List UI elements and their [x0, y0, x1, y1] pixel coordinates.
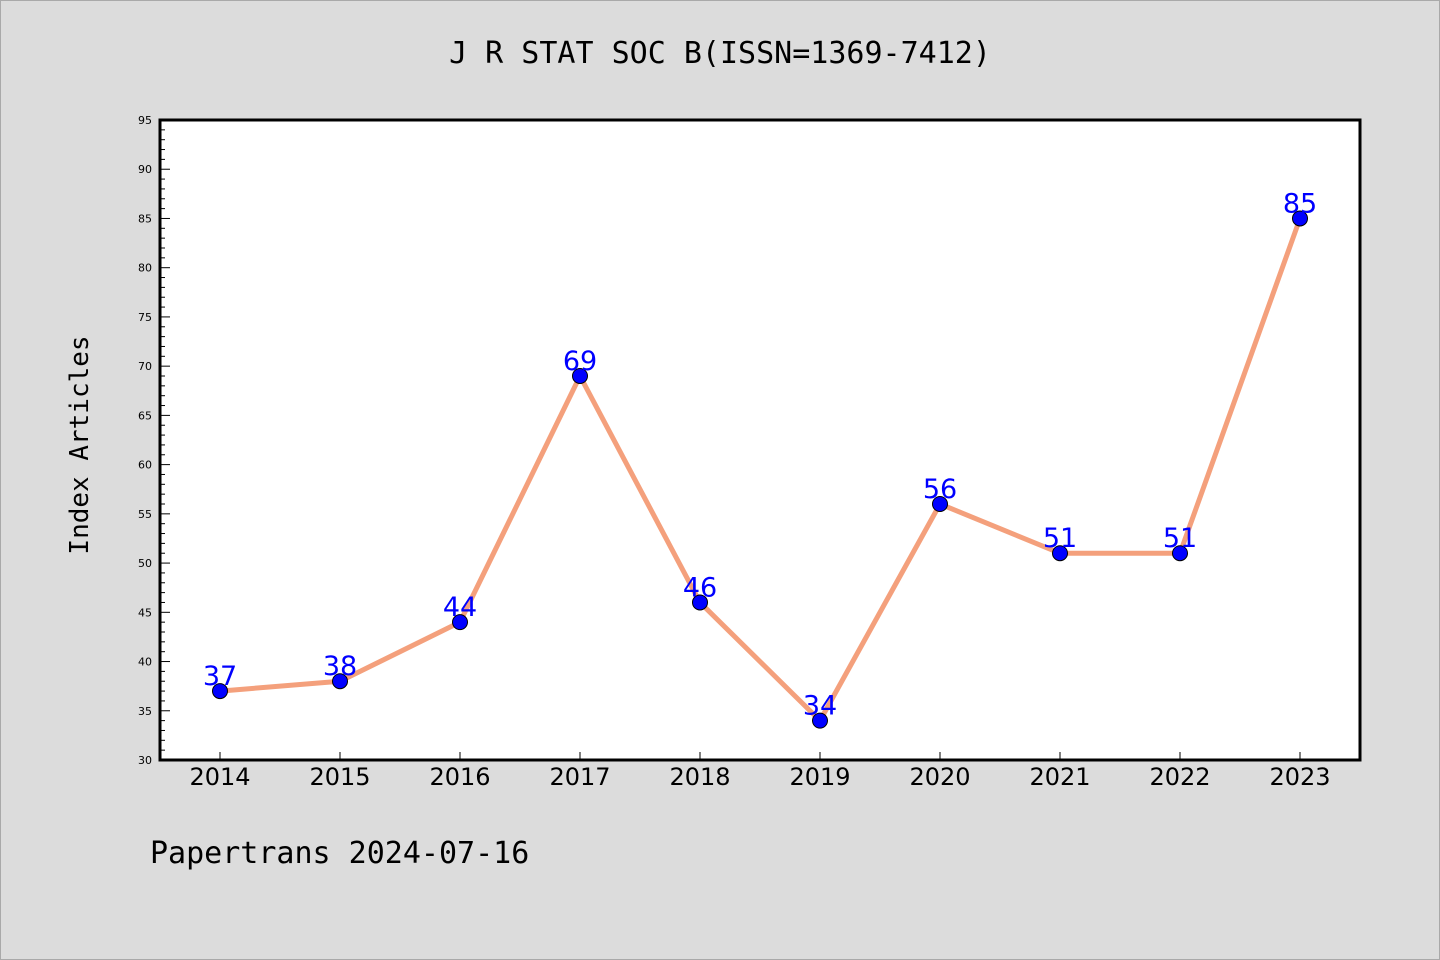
y-tick-label: 35	[138, 705, 152, 718]
footer-text: Papertrans 2024-07-16	[150, 836, 530, 871]
chart-title: J R STAT SOC B(ISSN=1369-7412)	[449, 36, 991, 71]
data-point	[932, 496, 948, 512]
data-label: 51	[1043, 523, 1077, 554]
data-point	[212, 683, 228, 700]
data-label: 44	[443, 592, 477, 623]
data-point	[332, 673, 348, 690]
x-tick-label: 2021	[1029, 763, 1090, 791]
x-tick-label: 2014	[189, 763, 250, 791]
y-tick-label: 55	[138, 508, 152, 521]
y-tick-label: 30	[138, 754, 152, 767]
data-point	[452, 614, 468, 631]
data-label: 34	[803, 691, 837, 722]
y-tick-label: 80	[138, 262, 152, 275]
y-tick-label: 70	[138, 360, 152, 373]
x-tick-label: 2018	[669, 763, 730, 791]
data-label: 56	[923, 474, 957, 505]
data-point	[692, 594, 708, 611]
x-tick-label: 2017	[549, 763, 610, 791]
series-line	[217, 215, 1303, 724]
y-tick-label: 75	[138, 311, 152, 324]
x-tick-label: 2019	[789, 763, 850, 791]
data-label: 85	[1283, 188, 1317, 219]
y-tick-label: 90	[138, 163, 152, 176]
y-tick-label: 65	[138, 409, 152, 422]
data-point	[812, 712, 828, 729]
data-label: 38	[323, 651, 357, 682]
data-label: 69	[563, 346, 597, 377]
x-tick-label: 2023	[1269, 763, 1330, 791]
y-tick-label: 40	[138, 656, 152, 669]
data-label: 37	[203, 661, 237, 692]
x-tick-label: 2020	[909, 763, 970, 791]
y-tick-label: 95	[138, 114, 152, 127]
data-point	[1172, 545, 1188, 562]
x-tick-label: 2015	[309, 763, 370, 791]
x-tick-label: 2016	[429, 763, 490, 791]
y-tick-label: 85	[138, 212, 152, 225]
data-labels-group: 37 38 44 69 46 34 56 51 51 85	[203, 188, 1317, 721]
plot-area	[160, 120, 1360, 760]
y-tick-label: 50	[138, 557, 152, 570]
y-tick-label: 45	[138, 606, 152, 619]
data-label: 51	[1163, 523, 1197, 554]
data-point	[1292, 210, 1308, 227]
series-group	[212, 210, 1308, 729]
plot-border	[158, 118, 1362, 762]
y-tick-label: 60	[138, 459, 152, 472]
data-point	[572, 368, 588, 384]
x-tick-label: 2022	[1149, 763, 1210, 791]
x-axis-ticks: 2014 2015 2016 2017 2018 2019 2020 2021 2022 2023	[189, 752, 1331, 791]
data-label: 46	[683, 572, 717, 603]
data-point	[1052, 545, 1068, 562]
